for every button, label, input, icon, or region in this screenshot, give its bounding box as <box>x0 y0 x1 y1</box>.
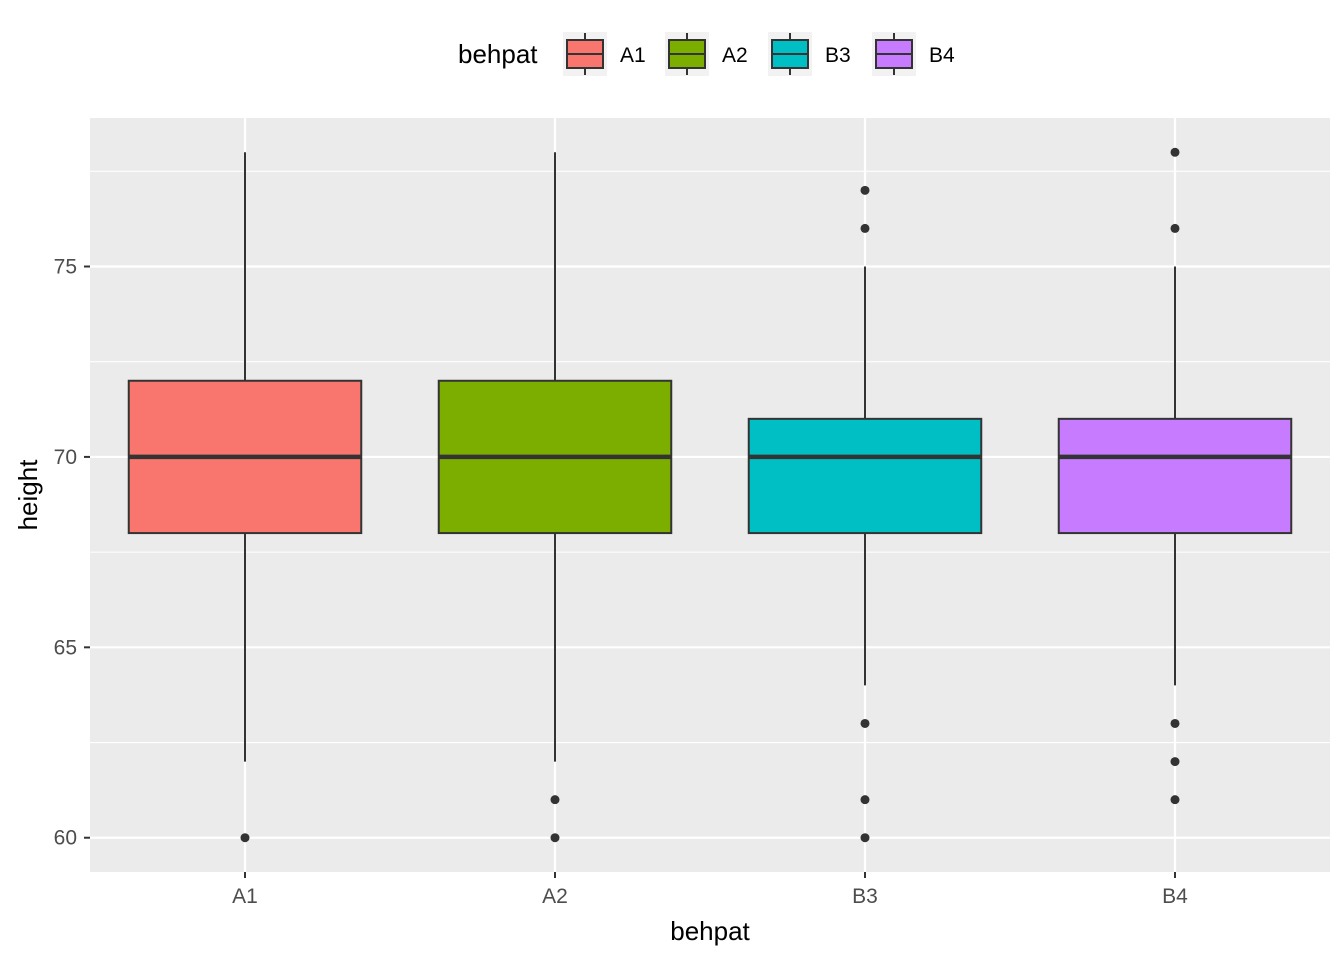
box-a1 <box>127 152 363 843</box>
outlier-point <box>1170 718 1180 728</box>
x-tick-label: A1 <box>232 885 258 908</box>
x-tick-label: B3 <box>852 885 878 908</box>
y-tick-label: 70 <box>54 446 77 469</box>
legend-title: behpat <box>458 39 538 69</box>
outlier-point <box>550 833 560 843</box>
outlier-point <box>550 795 560 805</box>
outlier-point <box>1170 147 1180 157</box>
legend-label: A1 <box>620 44 646 67</box>
boxes <box>127 147 1293 843</box>
outlier-point <box>860 795 870 805</box>
x-tick-label: B4 <box>1162 885 1188 908</box>
legend-item-b3: B3 <box>768 32 851 76</box>
outlier-point <box>860 718 870 728</box>
legend-label: B3 <box>825 44 851 67</box>
y-tick-label: 60 <box>54 827 77 850</box>
axes: 60 65 70 75 A1 A2 B3 B4 <box>54 256 1189 908</box>
legend-label: B4 <box>929 44 955 67</box>
outlier-point <box>240 833 250 843</box>
legend: behpat A1 A2 B3 B4 <box>458 32 955 76</box>
legend-item-b4: B4 <box>872 32 955 76</box>
outlier-point <box>1170 795 1180 805</box>
legend-label: A2 <box>722 44 748 67</box>
y-axis-title: height <box>13 459 43 531</box>
outlier-point <box>860 223 870 233</box>
y-tick-label: 65 <box>54 636 77 659</box>
box-a2 <box>437 152 673 843</box>
x-axis-title: behpat <box>670 916 750 946</box>
x-tick-label: A2 <box>542 885 568 908</box>
outlier-point <box>1170 223 1180 233</box>
outlier-point <box>1170 757 1180 767</box>
legend-item-a1: A1 <box>563 32 646 76</box>
box-b3 <box>747 185 983 843</box>
legend-item-a2: A2 <box>665 32 748 76</box>
box-body <box>747 417 983 535</box>
box-b4 <box>1057 147 1293 805</box>
y-tick-label: 75 <box>54 256 77 279</box>
outlier-point <box>860 833 870 843</box>
outlier-point <box>860 185 870 195</box>
box-body <box>1057 417 1293 535</box>
